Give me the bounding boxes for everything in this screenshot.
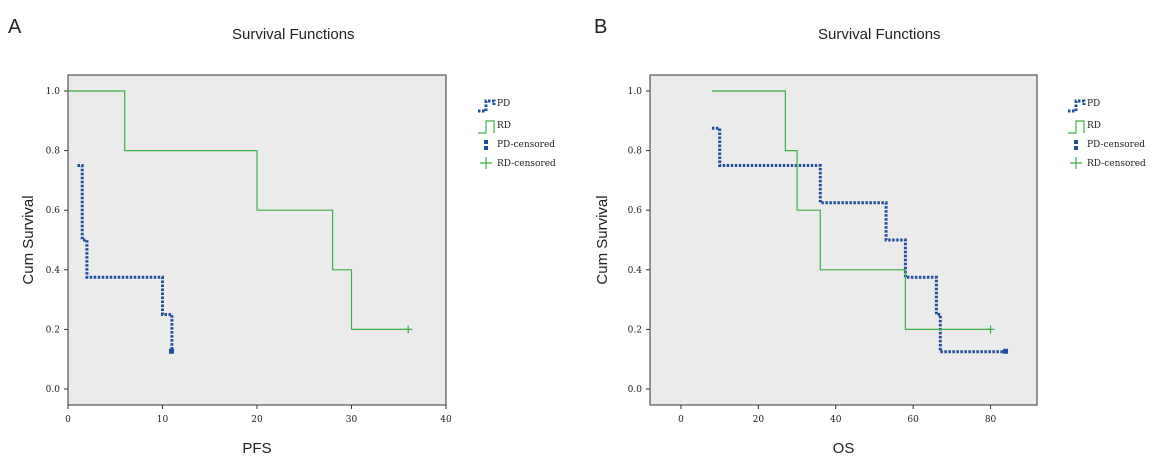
series-line-pd — [711, 126, 1006, 354]
plot-area — [67, 74, 447, 406]
x-tick-label: 10 — [157, 415, 169, 425]
series-line-rd — [711, 90, 991, 330]
series-line-rd — [68, 90, 409, 330]
panel-b: B Survival Functions 0.0 0.2 0.4 0.6 0.8 1.0 0… — [580, 0, 1171, 465]
y-tick-label: 1.0 — [628, 87, 643, 97]
panel-letter-a: A — [8, 16, 22, 38]
y-tick-label: 0.4 — [46, 266, 61, 276]
legend-entry: PD-censored — [497, 140, 555, 150]
legend-swatch-pd — [1068, 99, 1086, 113]
legend-swatch-rd-censored — [480, 157, 492, 169]
legend-swatch-pd-censored — [1074, 140, 1078, 144]
y-tick-label: 0.2 — [46, 325, 60, 335]
x-tick-label: 20 — [753, 415, 765, 425]
legend-swatch-rd — [1068, 120, 1085, 134]
survival-chart-a: 0.0 0.2 0.4 0.6 0.8 1.0 0 10 20 30 40 PFS Cum Surviv… — [20, 74, 556, 457]
legend-entry: RD-censored — [1087, 159, 1146, 169]
legend-entry: RD-censored — [497, 159, 556, 169]
legend-entry: PD — [497, 99, 510, 109]
y-tick-label: 0.0 — [46, 385, 61, 395]
y-tick-label: 0.8 — [628, 147, 643, 157]
panel-letter-b: B — [594, 16, 608, 38]
x-tick-label: 0 — [678, 415, 684, 425]
x-tick-label: 30 — [346, 415, 358, 425]
legend-entry: PD-censored — [1087, 140, 1145, 150]
x-tick-label: 0 — [65, 415, 71, 425]
y-tick-label: 0.2 — [628, 325, 642, 335]
x-tick-label: 40 — [440, 415, 452, 425]
y-tick-label: 0.6 — [628, 206, 643, 216]
x-tick-label: 80 — [985, 415, 997, 425]
censored-mark-pd — [168, 348, 174, 354]
x-axis-label: OS — [833, 440, 855, 457]
legend-entry: PD — [1087, 99, 1100, 109]
y-axis-label: Cum Survival — [20, 195, 37, 284]
legend-swatch-rd-censored — [1070, 157, 1082, 169]
panel-a: A Survival Functions 0.0 0.2 0.4 0.6 0.8 1.0 0… — [0, 0, 580, 465]
legend-entry: RD — [1087, 121, 1101, 131]
series-line-pd — [77, 164, 174, 352]
x-tick-label: 60 — [907, 415, 919, 425]
plot-area — [649, 74, 1038, 406]
y-tick-label: 0.0 — [628, 385, 643, 395]
survival-chart-b: 0.0 0.2 0.4 0.6 0.8 1.0 0 20 40 60 80 OS Cum Surviva… — [594, 74, 1146, 457]
y-tick-label: 0.6 — [46, 206, 61, 216]
y-axis-label: Cum Survival — [594, 195, 611, 284]
legend-entry: RD — [497, 121, 511, 131]
legend-swatch-pd-censored — [484, 146, 488, 150]
chart-title-b: Survival Functions — [818, 26, 941, 43]
y-tick-label: 0.4 — [628, 266, 643, 276]
legend-swatch-pd — [478, 99, 496, 113]
chart-title-a: Survival Functions — [232, 26, 355, 43]
y-tick-label: 0.8 — [46, 147, 61, 157]
censored-mark-pd — [1003, 348, 1009, 354]
x-tick-label: 20 — [251, 415, 263, 425]
legend-swatch-pd-censored — [1074, 146, 1078, 150]
censored-mark-rd — [986, 325, 995, 334]
x-axis-label: PFS — [242, 440, 271, 457]
legend-swatch-pd-censored — [484, 140, 488, 144]
censored-mark-rd — [404, 325, 413, 334]
legend-swatch-rd — [478, 120, 495, 134]
x-tick-label: 40 — [830, 415, 842, 425]
y-tick-label: 1.0 — [46, 87, 61, 97]
